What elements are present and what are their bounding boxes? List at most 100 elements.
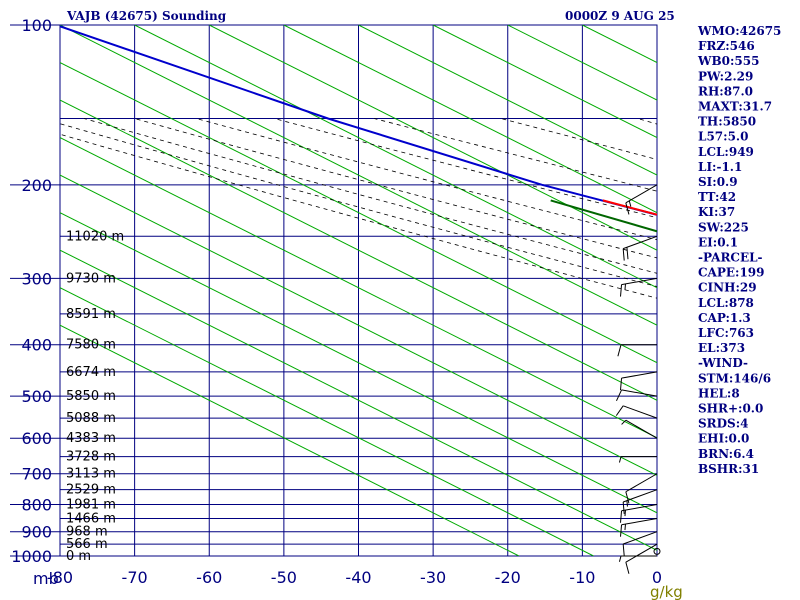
index-value: WB0:555 <box>697 54 759 68</box>
pressure-tick-label: 700 <box>21 465 52 484</box>
index-value: SI:0.9 <box>698 175 738 189</box>
wind-barb-shaft <box>621 504 658 512</box>
temperature-tick-label: -20 <box>495 568 521 587</box>
wind-barb-flag <box>620 524 623 537</box>
wind-barb <box>621 419 658 439</box>
wind-barb-flag <box>624 510 626 517</box>
wind-barb-shaft <box>623 405 658 419</box>
station-title: VAJB (42675) Sounding <box>66 9 227 23</box>
wind-barb <box>618 456 657 463</box>
temperature-tick-label: -70 <box>122 568 148 587</box>
temperature-tick-label: -80 <box>47 568 73 587</box>
height-label: 8591 m <box>66 307 116 322</box>
index-value: CAP:1.3 <box>698 311 751 325</box>
temperature-tick-label: -40 <box>345 568 371 587</box>
wind-barb-flag <box>615 405 624 416</box>
wind-barb <box>625 543 658 574</box>
wind-barb-flag <box>620 284 623 297</box>
temperature-tick-label: -50 <box>271 568 297 587</box>
index-value: LCL:949 <box>698 145 754 159</box>
pressure-tick-label: 800 <box>21 496 52 515</box>
wind-barb <box>617 344 657 357</box>
height-label: 3728 m <box>66 450 116 465</box>
index-value: LCL:878 <box>698 296 754 310</box>
skewed-isotherm-line <box>60 25 657 326</box>
temperature-tick-label: -10 <box>569 568 595 587</box>
index-value: EL:373 <box>698 341 745 355</box>
wind-barb-shaft <box>625 184 658 204</box>
wind-barb-flag <box>618 555 622 562</box>
wind-barb-flag <box>622 501 625 514</box>
skewed-isotherm-line <box>60 137 657 439</box>
wind-barb-shaft <box>621 389 658 397</box>
index-value: CAPE:199 <box>698 266 765 280</box>
skewed-isotherm-line <box>60 99 657 401</box>
wind-barb-flag <box>626 500 628 507</box>
moist-adiabat-line <box>500 118 657 160</box>
index-value: -WIND- <box>698 356 748 370</box>
wind-barb-shaft <box>623 489 658 503</box>
wind-barb-flag <box>622 248 625 261</box>
wind-barb-shaft <box>623 235 658 250</box>
index-value: SHR+:0.0 <box>698 402 763 416</box>
height-label: 11020 m <box>66 229 124 244</box>
wind-barb-flag <box>624 283 626 290</box>
surface-wind-marker <box>653 547 661 555</box>
index-value: L57:5.0 <box>698 130 748 144</box>
pressure-tick-label: 900 <box>21 523 52 542</box>
skewed-isotherm-line <box>60 249 657 551</box>
skewed-isotherm-line <box>60 212 657 514</box>
index-value: EHI:0.0 <box>698 432 749 446</box>
wind-barb-shaft <box>621 277 658 286</box>
wind-barb-flag <box>617 344 622 357</box>
wind-barb <box>620 518 658 537</box>
wind-barb-flag <box>622 543 625 557</box>
wind-barb <box>625 473 658 504</box>
temperature-tick-label: -30 <box>420 568 446 587</box>
index-value: LFC:763 <box>698 326 754 340</box>
wind-barb-flag <box>625 202 630 215</box>
wind-barb <box>620 277 658 297</box>
wind-barb-flag <box>618 456 622 463</box>
wind-barb <box>622 531 658 557</box>
skewed-isotherm-line <box>60 324 520 556</box>
index-value: LI:-1.1 <box>698 160 742 174</box>
wind-barb-shaft <box>623 531 658 545</box>
wind-barb-flag <box>621 419 627 425</box>
skewed-isotherm-line <box>60 61 657 364</box>
pressure-tick-label: 500 <box>21 387 52 406</box>
height-label: 0 m <box>66 549 91 564</box>
pressure-tick-label: 1000 <box>11 547 52 566</box>
wind-barb <box>618 555 657 562</box>
wind-barb-flag <box>625 491 630 504</box>
wind-barb-flag <box>620 378 623 391</box>
pressure-tick-label: 200 <box>21 176 52 195</box>
skewed-isotherm-line <box>60 174 657 476</box>
wind-barb <box>622 235 658 261</box>
wind-barb-flag <box>626 247 629 260</box>
wind-barb-flag <box>625 562 630 574</box>
skewed-isotherm-line <box>209 25 657 251</box>
height-label: 566 m <box>66 537 108 552</box>
pressure-tick-label: 600 <box>21 429 52 448</box>
height-label: 968 m <box>66 525 108 540</box>
height-label: 7580 m <box>66 338 116 353</box>
virtual-temperature-line <box>60 25 657 216</box>
wind-barb-shaft <box>621 371 658 379</box>
sounding-time: 0000Z 9 AUG 25 <box>565 9 675 23</box>
skewed-isotherm-line <box>283 25 657 214</box>
wind-barb <box>616 389 658 401</box>
wind-barb-flag <box>624 524 626 531</box>
pressure-tick-label: 300 <box>21 269 52 288</box>
height-label: 4383 m <box>66 431 116 446</box>
wind-barb-shaft <box>625 473 658 493</box>
skewed-isotherm-line <box>432 25 657 139</box>
height-label: 6674 m <box>66 365 116 380</box>
index-value: SRDS:4 <box>698 417 749 431</box>
wind-barb-shaft <box>625 419 658 439</box>
height-label: 5850 m <box>66 389 116 404</box>
wind-barb <box>620 504 658 523</box>
pressure-tick-label: 100 <box>21 16 52 35</box>
index-value: RH:87.0 <box>698 84 753 98</box>
index-value: MAXT:31.7 <box>698 100 772 114</box>
